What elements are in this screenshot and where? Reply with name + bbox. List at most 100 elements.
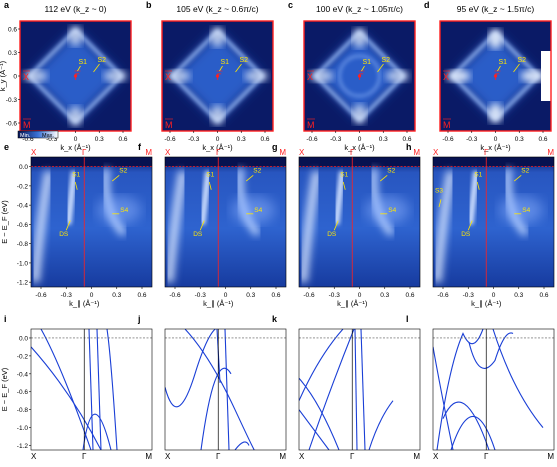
- panel-letter: d: [424, 0, 430, 10]
- x-axis-label: k_∥ (Å⁻¹): [337, 299, 368, 308]
- x-tick-label: -0.3: [188, 136, 200, 143]
- symmetry-point-label: M: [413, 148, 420, 157]
- above-fermi-region: [433, 157, 554, 167]
- y-tick-label: 0.0: [19, 164, 28, 171]
- x-tick-label: 0.3: [515, 136, 524, 143]
- panel-letter: a: [4, 0, 10, 10]
- y-tick-label: 0.0: [19, 335, 28, 342]
- x-tick-label: 0: [494, 136, 498, 143]
- x-tick-label: -0.3: [46, 136, 58, 143]
- arpes-panel-f: f X Γ M S1 S2 S4 DS -0.6 -0.3 0 0.3 0.6 k_∥ (Å⁻¹): [138, 142, 286, 308]
- band-label-s4: S4: [522, 207, 530, 214]
- fermi-map-panel-b: b 105 eV (k_z ~ 0.6π/c) X Γ M S1 S2 -0.6 -0.3 0 0.…: [146, 0, 274, 152]
- above-fermi-region: [31, 157, 152, 167]
- symmetry-point-label: Γ: [82, 148, 87, 157]
- colorbar-max-label: Max.: [42, 133, 54, 139]
- band-dispersion: [165, 170, 188, 283]
- x-tick-label: -0.6: [22, 136, 34, 143]
- m-point-label: M: [307, 120, 315, 130]
- x-tick-label: 0.3: [246, 292, 255, 299]
- y-tick-label: 0.3: [8, 50, 17, 57]
- y-tick-label: -1.2: [17, 443, 29, 450]
- x-tick-label: 0.6: [260, 136, 269, 143]
- no-data-region: [541, 51, 551, 101]
- y-tick-label: -0.6: [17, 389, 29, 396]
- x-tick-label: 0.3: [514, 292, 523, 299]
- spectral-weight: [231, 195, 276, 224]
- gamma-point-marker: [493, 74, 498, 78]
- x-tick-label: 0: [358, 292, 362, 299]
- y-axis-label: k_y (Å⁻¹): [0, 60, 7, 91]
- bright-lobe: [488, 103, 503, 123]
- x-tick-label: 0.3: [237, 136, 246, 143]
- band-dispersion: [31, 170, 54, 283]
- s2-label: S2: [518, 57, 527, 64]
- symmetry-point-label: Γ: [216, 452, 221, 461]
- m-point-label: M: [165, 120, 173, 130]
- x-tick-label: -0.6: [303, 292, 315, 299]
- fermi-map-panel-a: a 112 eV (k_z ~ 0) X Γ M S1 S2 -0.6 -0.3 0 0.3 0.6 k…: [0, 0, 132, 152]
- symmetry-point-label: M: [547, 452, 554, 461]
- x-tick-label: 0: [492, 292, 496, 299]
- calculated-band: [299, 329, 344, 401]
- y-tick-label: -1.0: [17, 260, 29, 267]
- y-tick-label: -0.8: [17, 407, 29, 414]
- colorbar: Min. Max.: [17, 130, 59, 139]
- x-tick-label: -0.6: [306, 136, 318, 143]
- bright-lobe: [352, 28, 367, 48]
- spectral-weight: [97, 195, 142, 224]
- symmetry-point-label: Γ: [350, 452, 355, 461]
- arpes-panel-g: g X Γ M S1 S2 S4 DS -0.6 -0.3 0 0.3 0.6 k_∥ (Å⁻¹): [272, 142, 420, 308]
- band-dispersion: [65, 171, 78, 225]
- s1-label: S1: [363, 59, 372, 66]
- band-label-ds: DS: [59, 231, 69, 238]
- band-label-ds: DS: [193, 231, 203, 238]
- x-axis-label: k_x (Å⁻¹): [344, 143, 375, 152]
- panel-letter: i: [4, 314, 7, 324]
- above-fermi-region: [299, 157, 420, 167]
- s1-label: S1: [499, 59, 508, 66]
- x-tick-label: 0: [216, 136, 220, 143]
- arpes-panel-h: h X Γ M S1 S2 S3 S4 DS -0.6 -0.3 0 0.3 0.6 k_∥ (Å⁻¹): [406, 142, 554, 308]
- calculated-band: [224, 329, 230, 450]
- band-dispersion: [199, 171, 212, 225]
- x-tick-label: -0.3: [463, 292, 475, 299]
- y-tick-label: -0.6: [17, 222, 29, 229]
- panel-letter: j: [137, 314, 141, 324]
- symmetry-point-label: Γ: [216, 148, 221, 157]
- fermi-map-panel-c: c 100 eV (k_z ~ 1.05π/c) X Γ M S1 S2 -0.6 -0.3 0 0…: [288, 0, 416, 152]
- bright-lobe: [210, 27, 225, 47]
- x-axis-label: k_x (Å⁻¹): [202, 143, 233, 152]
- gamma-point-marker: [73, 74, 78, 78]
- y-axis-label: E − E_F (eV): [0, 200, 9, 244]
- band-plot-background: [433, 329, 554, 450]
- calc-band-panel-k: k X Γ M: [272, 314, 420, 461]
- bright-lobe: [23, 70, 48, 82]
- panel-title: 100 eV (k_z ~ 1.05π/c): [316, 4, 403, 14]
- band-plot-frame: [164, 328, 287, 451]
- y-tick-label: -1.0: [17, 425, 29, 432]
- x-tick-label: -0.3: [195, 292, 207, 299]
- y-tick-label: -1.2: [17, 280, 29, 287]
- x-tick-label: 0: [74, 136, 78, 143]
- above-fermi-region: [165, 157, 286, 167]
- bright-lobe: [385, 70, 410, 82]
- x-tick-label: 0: [224, 292, 228, 299]
- row3-calculated-bands: i X Γ M 0.0 -0.2 -0.4 -0.6 -0.8 -1.0 -1.2 E − E_F (…: [0, 314, 554, 461]
- calc-band-panel-i: i X Γ M 0.0 -0.2 -0.4 -0.6 -0.8 -1.0 -1.2 E − E_F (…: [0, 314, 152, 461]
- x-tick-label: 0.6: [402, 136, 411, 143]
- bright-lobe: [166, 70, 191, 82]
- band-label-s4: S4: [388, 207, 396, 214]
- symmetry-point-label: M: [279, 148, 286, 157]
- x-tick-label: -0.6: [437, 292, 449, 299]
- band-dispersion: [467, 171, 480, 225]
- gamma-point-label: Γ: [495, 72, 500, 82]
- x-tick-label: -0.6: [169, 292, 181, 299]
- gamma-point-marker: [357, 74, 362, 78]
- calculated-band: [106, 329, 118, 450]
- gamma-point-label: Γ: [75, 72, 80, 82]
- band-label-s1: S1: [340, 171, 348, 178]
- y-tick-label: -0.3: [6, 97, 18, 104]
- symmetry-point-label: X: [299, 452, 305, 461]
